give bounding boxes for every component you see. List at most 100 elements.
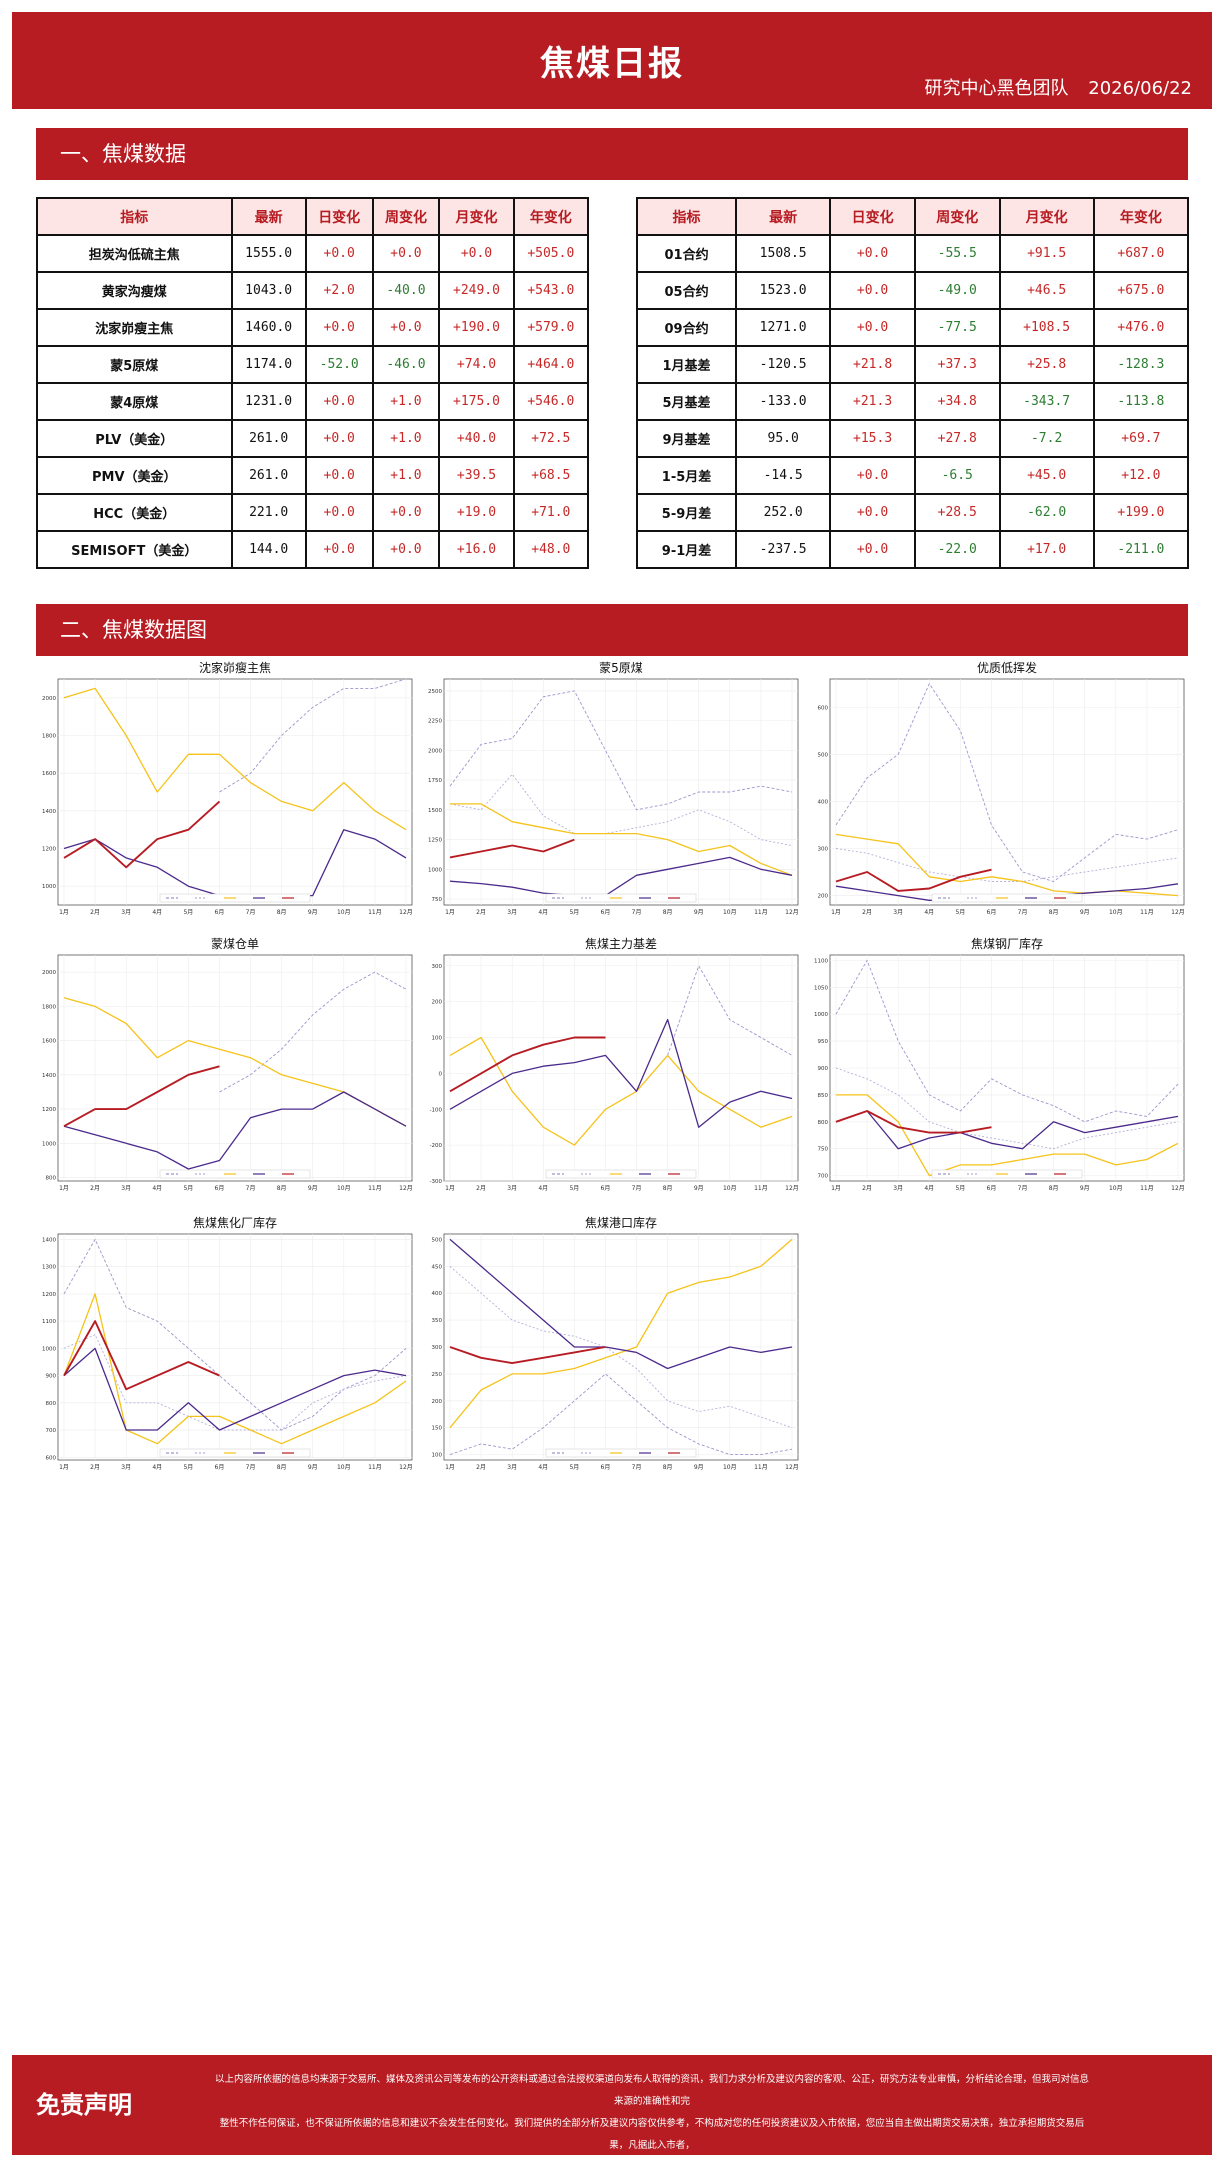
change-value: +1.0 <box>371 419 441 458</box>
x-tick-label: 5月 <box>183 909 193 916</box>
x-tick-label: 9月 <box>308 909 318 916</box>
x-tick-label: 10月 <box>723 1464 737 1471</box>
x-tick-label: 12月 <box>1171 1185 1185 1192</box>
chart-title: 焦煤钢厂库存 <box>971 936 1043 951</box>
x-tick-label: 9月 <box>308 1185 318 1192</box>
column-header: 年变化 <box>1092 197 1190 236</box>
change-value: -62.0 <box>998 493 1095 532</box>
latest-value: -120.5 <box>735 345 832 384</box>
y-tick-label: 2000 <box>42 696 56 702</box>
change-value: +0.0 <box>438 234 515 273</box>
series-line <box>835 1110 1179 1150</box>
x-tick-label: 8月 <box>1049 1185 1059 1192</box>
x-tick-label: 4月 <box>538 1185 548 1192</box>
x-tick-label: 11月 <box>368 1464 382 1471</box>
change-value: +0.0 <box>829 271 916 310</box>
indicator-name: 担炭沟低硫主焦 <box>36 234 233 273</box>
x-tick-label: 6月 <box>601 909 611 916</box>
x-tick-label: 4月 <box>152 909 162 916</box>
change-value: +21.8 <box>829 345 916 384</box>
series-line <box>63 687 407 831</box>
series-line <box>449 1238 793 1370</box>
series-line <box>835 683 1179 882</box>
change-value: +0.0 <box>371 493 441 532</box>
x-tick-label: 2月 <box>90 909 100 916</box>
x-tick-label: 3月 <box>507 909 517 916</box>
latest-value: 1460.0 <box>230 308 307 347</box>
change-value: +25.8 <box>998 345 1095 384</box>
x-tick-label: 5月 <box>569 909 579 916</box>
change-value: +40.0 <box>438 419 515 458</box>
change-value: +0.0 <box>304 456 374 495</box>
x-tick-label: 2月 <box>476 909 486 916</box>
change-value: +546.0 <box>512 382 590 421</box>
x-tick-label: 3月 <box>121 909 131 916</box>
table-row: 黄家沟瘦煤 1043.0 +2.0 -40.0 +249.0 +543.0 <box>36 271 590 310</box>
x-tick-label: 7月 <box>1018 909 1028 916</box>
y-tick-label: 750 <box>818 1147 829 1153</box>
x-tick-label: 6月 <box>215 1185 225 1192</box>
latest-value: -133.0 <box>735 382 832 421</box>
table-row: 05合约 1523.0 +0.0 -49.0 +46.5 +675.0 <box>635 271 1190 310</box>
series-line <box>449 838 575 859</box>
series-line <box>449 1018 793 1128</box>
series-line <box>63 1238 407 1431</box>
change-value: -211.0 <box>1092 530 1190 569</box>
x-tick-label: 3月 <box>893 1185 903 1192</box>
disclaimer-line: 整性不作任何保证，也不保证所依据的信息和建议不会发生任何变化。我们提供的全部分析… <box>219 2118 1085 2151</box>
latest-value: 1508.5 <box>735 234 832 273</box>
change-value: -113.8 <box>1092 382 1190 421</box>
series-line <box>63 800 221 869</box>
change-value: +175.0 <box>438 382 515 421</box>
y-tick-label: 200 <box>818 894 829 900</box>
latest-value: 221.0 <box>230 493 307 532</box>
chart-steel-inventory: 焦煤钢厂库存 700 750 800 850 900 950 1000 1050 1100 1月 2月… <box>808 935 1188 1203</box>
change-value: +199.0 <box>1092 493 1190 532</box>
change-value: -46.0 <box>371 345 441 384</box>
y-tick-label: 1200 <box>42 1292 56 1298</box>
plot-area <box>443 954 799 1182</box>
series-line <box>449 1373 793 1456</box>
change-value: -128.3 <box>1092 345 1190 384</box>
chart-basis: 焦煤主力基差 -300 -200 -100 0 100 200 300 1月 2月 3月 4月 5月 6月… <box>422 935 802 1203</box>
plot-area <box>57 954 413 1182</box>
y-tick-label: 1300 <box>42 1265 56 1271</box>
x-tick-label: 12月 <box>1171 909 1185 916</box>
x-tick-label: 1月 <box>445 1185 455 1192</box>
table-row: 09合约 1271.0 +0.0 -77.5 +108.5 +476.0 <box>635 308 1190 347</box>
x-tick-label: 4月 <box>538 909 548 916</box>
x-tick-label: 6月 <box>987 1185 997 1192</box>
change-value: +72.5 <box>512 419 590 458</box>
change-value: +464.0 <box>512 345 590 384</box>
table-row: 5月基差 -133.0 +21.3 +34.8 -343.7 -113.8 <box>635 382 1190 421</box>
change-value: +0.0 <box>829 530 916 569</box>
series-line <box>63 1334 407 1431</box>
latest-value: -237.5 <box>735 530 832 569</box>
x-tick-label: 4月 <box>152 1464 162 1471</box>
y-tick-label: 700 <box>818 1174 829 1180</box>
y-tick-label: 250 <box>432 1372 443 1378</box>
table-row: 01合约 1508.5 +0.0 -55.5 +91.5 +687.0 <box>635 234 1190 273</box>
y-tick-label: -300 <box>430 1179 443 1185</box>
series-line <box>450 803 793 876</box>
report-org: 研究中心黑色团队 <box>924 78 1069 99</box>
x-tick-label: 5月 <box>569 1464 579 1471</box>
x-tick-label: 8月 <box>277 1185 287 1192</box>
indicator-name: 1-5月差 <box>635 456 738 495</box>
change-value: +45.0 <box>998 456 1095 495</box>
indicator-name: 5月基差 <box>635 382 738 421</box>
change-value: +27.8 <box>913 419 1001 458</box>
y-tick-label: 500 <box>432 1237 443 1243</box>
x-tick-label: 6月 <box>215 1464 225 1471</box>
change-value: +0.0 <box>304 530 374 569</box>
x-tick-label: 6月 <box>601 1464 611 1471</box>
series-line <box>836 1094 1179 1177</box>
table-row: 1月基差 -120.5 +21.8 +37.3 +25.8 -128.3 <box>635 345 1190 384</box>
line-chart: 焦煤港口库存 100 150 200 250 300 350 400 450 500 1月 2月 3月 4… <box>432 1215 799 1471</box>
y-tick-label: 600 <box>818 705 829 711</box>
x-tick-label: 7月 <box>632 1185 642 1192</box>
x-tick-label: 8月 <box>663 1185 673 1192</box>
x-tick-label: 6月 <box>215 909 225 916</box>
x-tick-label: 11月 <box>1140 909 1154 916</box>
indicator-name: HCC（美金） <box>36 493 233 532</box>
